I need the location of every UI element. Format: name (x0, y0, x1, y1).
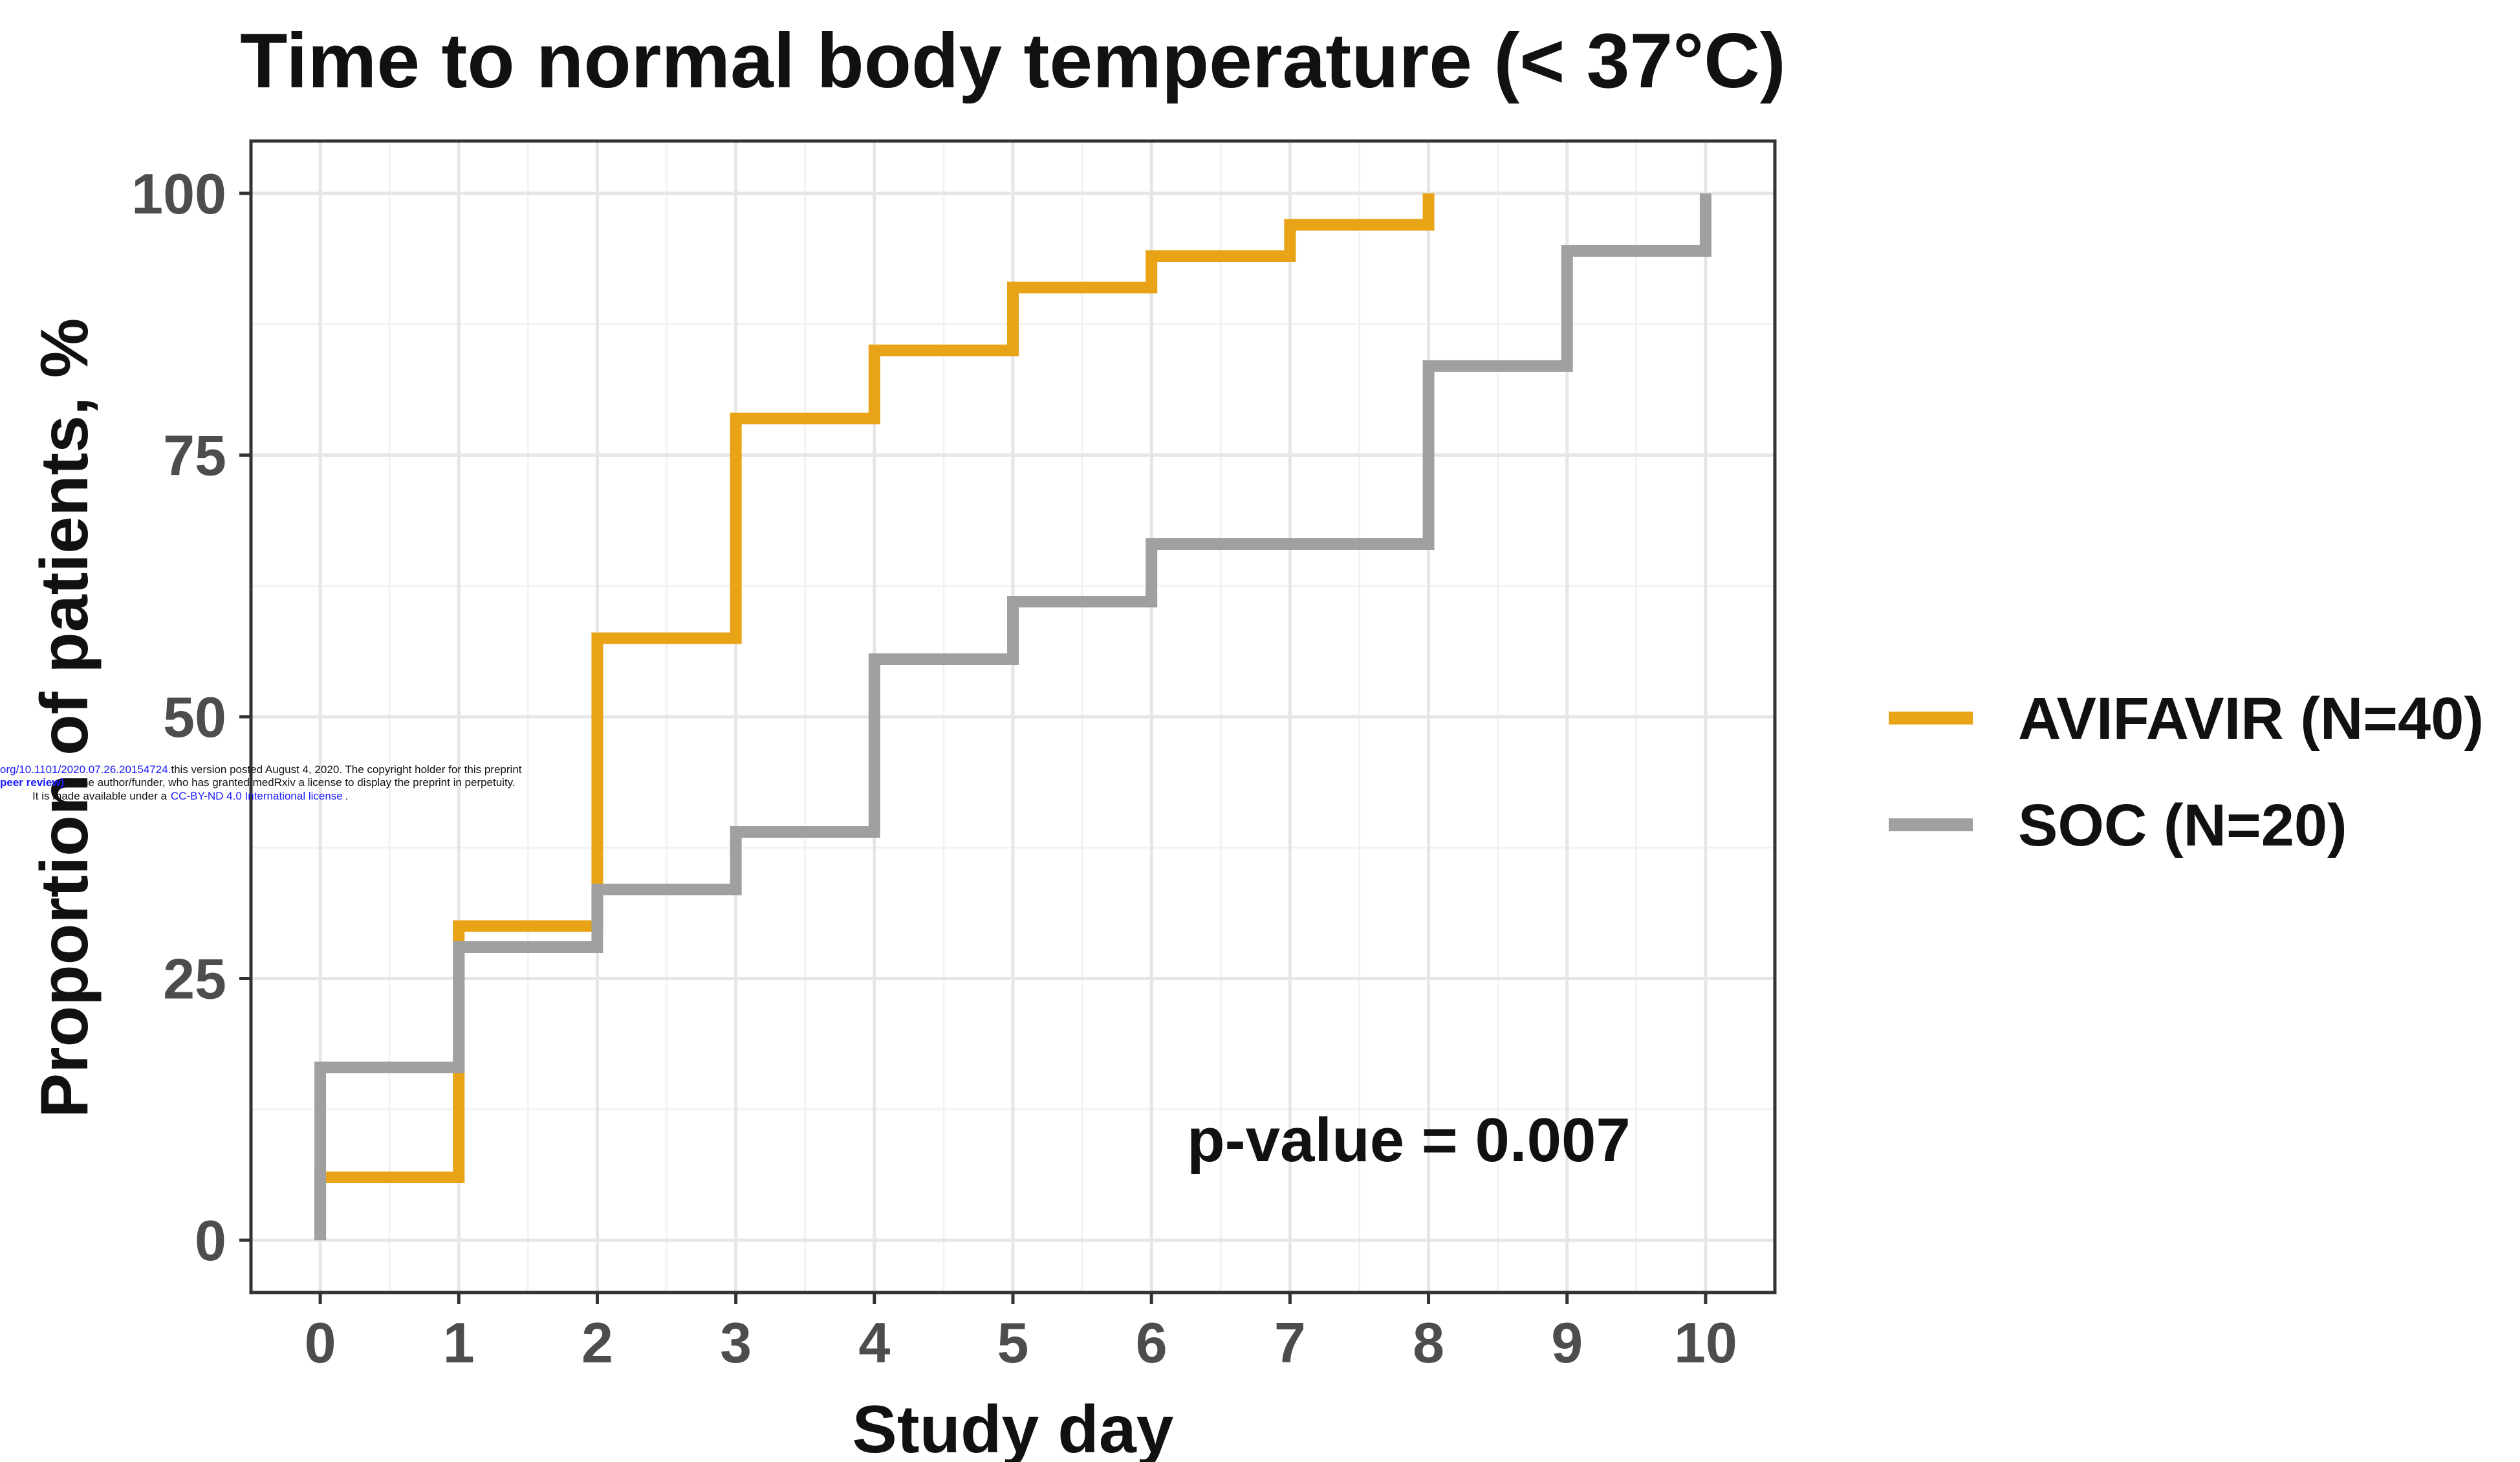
x-tick-label: 3 (720, 1311, 752, 1375)
legend-label-1: SOC (N=20) (2018, 792, 2347, 858)
x-tick-label: 4 (858, 1311, 890, 1375)
watermark-line1: this version posted August 4, 2020. The … (171, 763, 521, 776)
series-line-1 (314, 193, 1711, 1241)
watermark-line3: It is made available under a (32, 790, 167, 802)
svg-text:It is made available under aCC: It is made available under a CC-BY-ND 4.0… (32, 790, 348, 802)
x-tick-label: 7 (1274, 1311, 1306, 1375)
x-axis-label: Study day (853, 1392, 1174, 1462)
x-tick-label: 5 (997, 1311, 1029, 1375)
x-tick-label: 6 (1136, 1311, 1168, 1375)
x-tick-label: 1 (443, 1311, 475, 1375)
p-value-annotation: p-value = 0.007 (1187, 1106, 1631, 1175)
series-layer (314, 193, 1711, 1241)
watermark-doi-link[interactable]: org/10.1101/2020.07.26.20154724. (0, 763, 171, 776)
y-tick-label: 100 (131, 162, 226, 226)
x-tick-label: 0 (305, 1311, 336, 1375)
x-tick-label: 2 (581, 1311, 613, 1375)
y-tick-label: 50 (163, 685, 226, 749)
x-tick-label: 9 (1551, 1311, 1583, 1375)
preprint-watermark: org/10.1101/2020.07.26.20154724.this ver… (0, 763, 522, 802)
svg-text:org/10.1101/2020.07.26.2015472: org/10.1101/2020.07.26.20154724.this ver… (0, 763, 522, 776)
chart-title: Time to normal body temperature (< 37°C) (240, 17, 1786, 104)
x-tick-label: 8 (1413, 1311, 1444, 1375)
x-axis-ticks: 0 1 2 3 4 5 6 7 8 9 10 (305, 1293, 1737, 1375)
y-tick-label: 75 (163, 423, 226, 487)
x-tick-label: 10 (1674, 1311, 1737, 1375)
y-tick-label: 25 (163, 947, 226, 1011)
watermark-peer-review-link[interactable]: peer review) (0, 776, 64, 789)
legend-label-0: AVIFAVIR (N=40) (2018, 686, 2484, 752)
watermark-license-link[interactable]: CC-BY-ND 4.0 International license (171, 790, 343, 802)
y-axis-ticks: 0 25 50 75 100 (131, 162, 251, 1272)
watermark-line3-end: . (345, 790, 349, 802)
y-tick-label: 0 (195, 1208, 226, 1272)
legend: AVIFAVIR (N=40) SOC (N=20) (1889, 686, 2484, 858)
watermark-line2: is the author/funder, who has granted me… (68, 776, 515, 789)
y-axis-label: Proportion of patients, % (27, 318, 102, 1118)
svg-text:peer review)is the author/fund: peer review) is the author/funder, who ha… (0, 776, 516, 789)
